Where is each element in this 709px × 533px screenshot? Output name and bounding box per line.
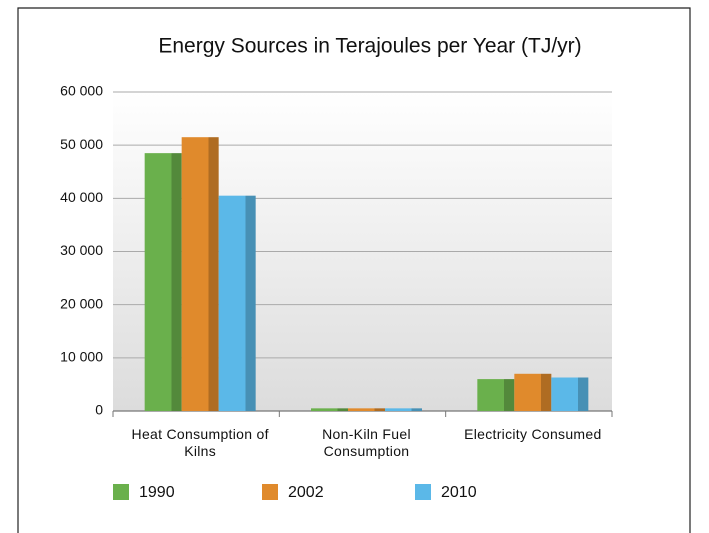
bar [514,373,552,411]
x-tick-label: Electricity Consumed [464,426,602,442]
legend-swatch [113,484,129,500]
bar [348,408,385,411]
x-tick-label: Heat Consumption of Kilns [131,426,269,459]
y-tick-label: 10 000 [60,349,103,365]
legend-label: 2010 [441,484,477,501]
legend-label: 1990 [139,484,175,501]
y-tick-label: 20 000 [60,295,103,311]
chart-title: Energy Sources in Terajoules per Year (T… [158,35,581,58]
y-tick-label: 60 000 [60,83,103,99]
y-tick-label: 50 000 [60,136,103,152]
bar [218,195,256,411]
bar [144,153,182,411]
legend-label: 2002 [288,484,324,501]
y-tick-label: 30 000 [60,242,103,258]
bar [385,408,422,411]
bar [181,137,219,412]
legend-swatch [262,484,278,500]
bar [311,408,348,411]
frame [17,7,691,533]
y-tick-label: 0 [95,402,103,418]
bar [551,377,589,411]
y-tick-label: 40 000 [60,189,103,205]
x-tick-label: Non-Kiln Fuel Consumption [322,426,411,459]
bar [477,379,515,411]
legend-swatch [415,484,431,500]
